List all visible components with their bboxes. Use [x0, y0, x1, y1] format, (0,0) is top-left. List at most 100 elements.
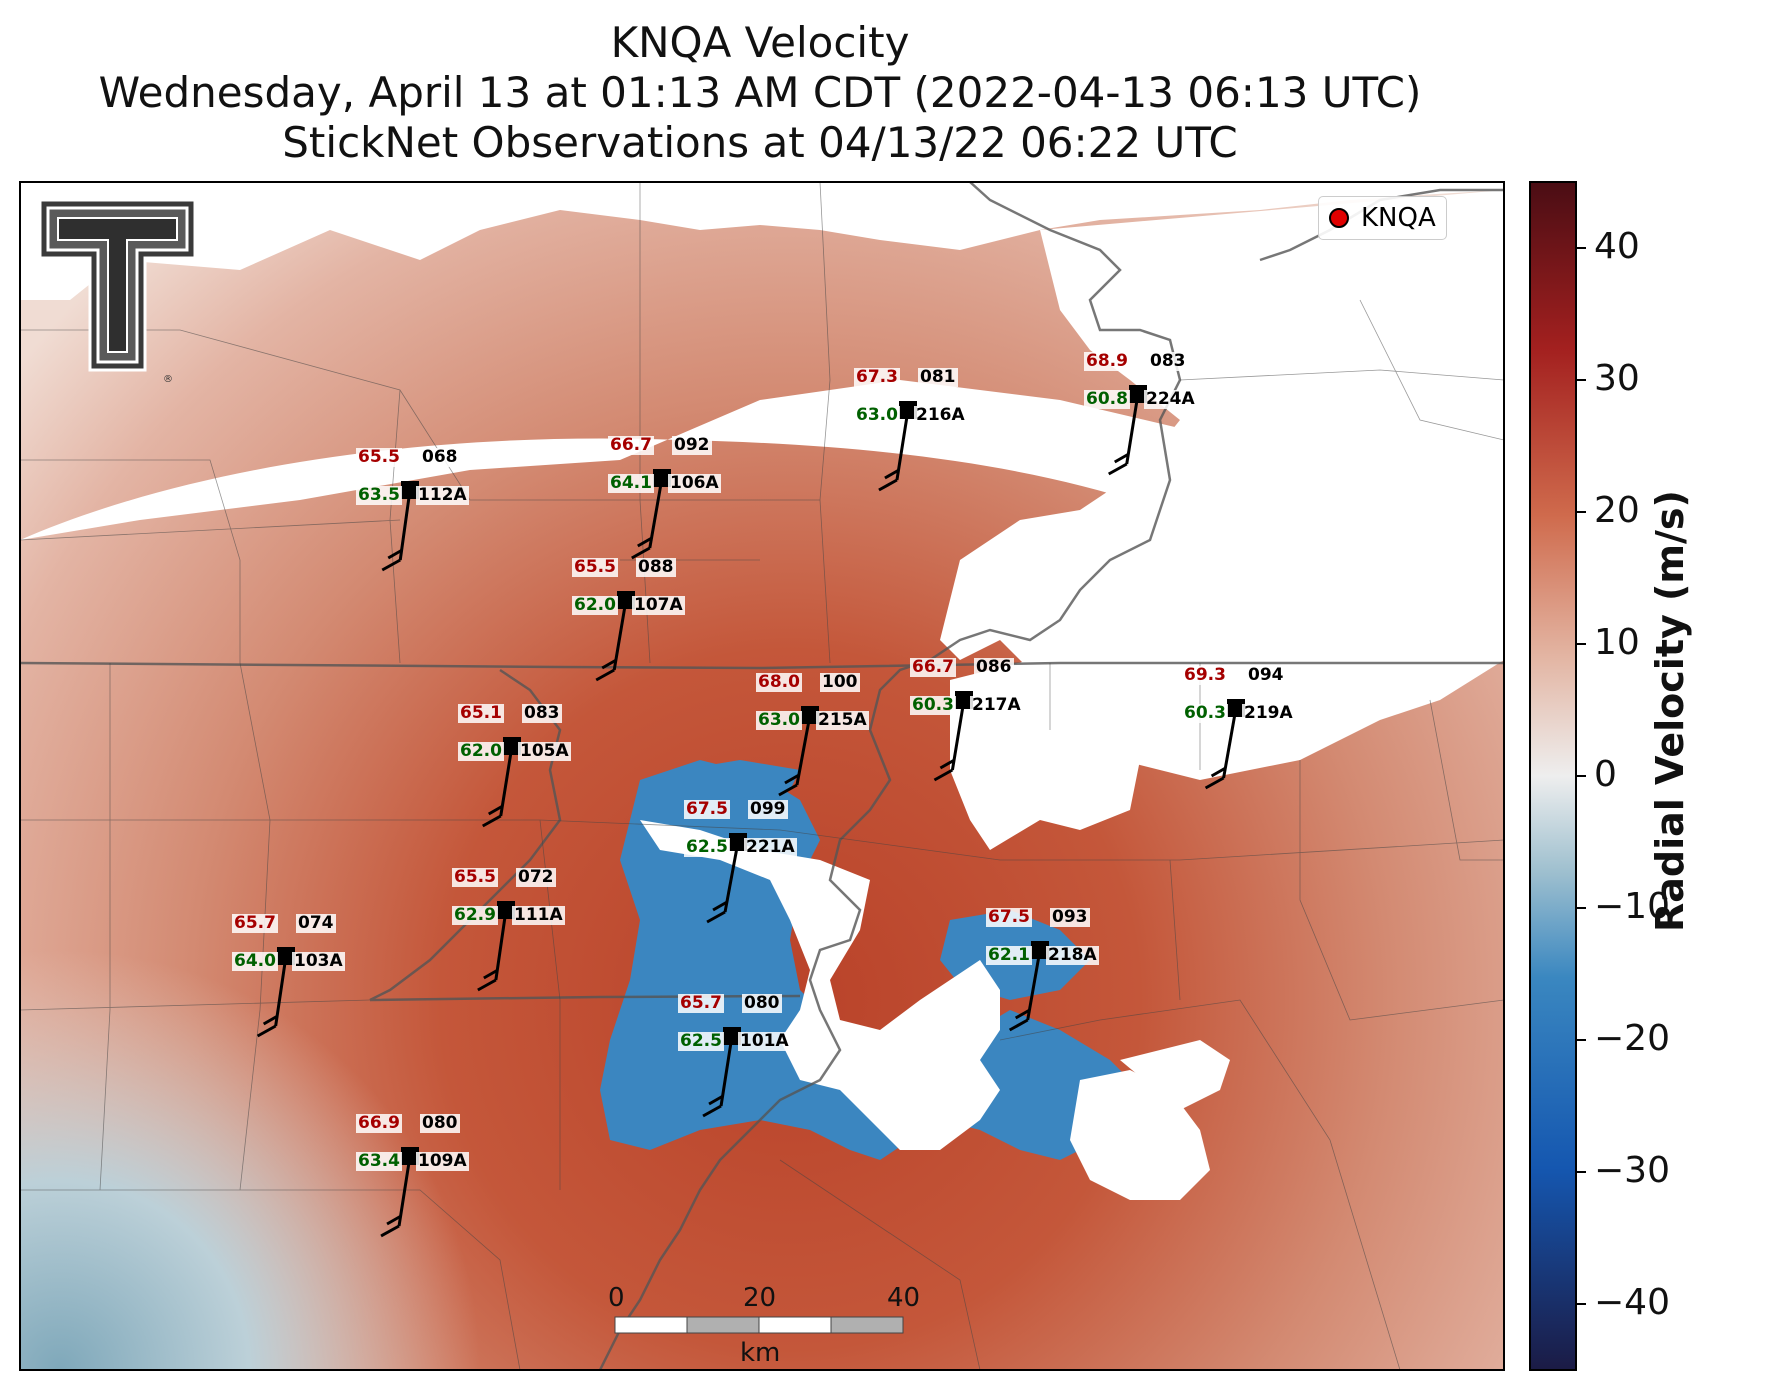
station-id: 103A — [292, 951, 345, 971]
wind-barb-219A — [1204, 707, 1238, 790]
station-marker-107A[interactable] — [617, 591, 635, 609]
colorbar-tick-label: 10 — [1594, 622, 1640, 663]
station-temperature: 65.5 — [356, 447, 402, 467]
colorbar-tick-label: −30 — [1594, 1150, 1670, 1191]
station-id: 101A — [738, 1031, 791, 1051]
colorbar — [1529, 181, 1577, 1371]
station-dewpoint: 62.1 — [986, 945, 1032, 965]
station-wind-direction: 080 — [420, 1113, 460, 1133]
county-borders — [20, 182, 1504, 1370]
wind-barb-103A — [256, 955, 288, 1038]
scale-bar-segment-4 — [830, 1316, 904, 1334]
station-temperature: 68.9 — [1084, 351, 1130, 371]
station-id: 218A — [1046, 945, 1099, 965]
colorbar-tick-label: 0 — [1594, 754, 1617, 795]
station-wind-direction: 099 — [748, 799, 788, 819]
station-dewpoint: 60.8 — [1084, 389, 1130, 409]
station-temperature: 65.1 — [458, 703, 504, 723]
no-data-southeast-patch — [1120, 1040, 1230, 1110]
wind-barb-217A — [933, 699, 966, 782]
station-id: 111A — [512, 905, 565, 925]
station-temperature: 67.5 — [684, 799, 730, 819]
stickNet-station-layer — [256, 385, 1245, 1238]
station-dewpoint: 62.9 — [452, 905, 498, 925]
station-marker-216A[interactable] — [899, 401, 917, 419]
station-wind-direction: 081 — [918, 367, 958, 387]
wind-barb-112A — [381, 489, 412, 572]
station-marker-217A[interactable] — [955, 691, 973, 709]
station-id: 215A — [816, 710, 869, 730]
station-wind-direction: 092 — [672, 435, 712, 455]
legend-label: KNQA — [1361, 203, 1436, 233]
station-marker-101A[interactable] — [723, 1027, 741, 1045]
title-line-2: Wednesday, April 13 at 01:13 AM CDT (202… — [98, 68, 1422, 117]
station-wind-direction: 068 — [420, 447, 460, 467]
inbound-velocity-patch-2 — [680, 760, 800, 800]
scale-bar-tick-20: 20 — [743, 1283, 777, 1313]
colorbar-tick-label: 30 — [1594, 358, 1640, 399]
no-data-region-northeast — [940, 190, 1504, 780]
wind-barb-109A — [380, 1155, 412, 1238]
wind-barb-105A — [482, 745, 514, 828]
wind-barb-106A — [631, 477, 664, 560]
station-temperature: 66.7 — [910, 657, 956, 677]
station-wind-direction: 094 — [1246, 665, 1286, 685]
scale-bar-tick-0: 0 — [608, 1283, 625, 1313]
station-dewpoint: 60.3 — [910, 695, 956, 715]
station-wind-direction: 088 — [636, 557, 676, 577]
wind-barb-107A — [595, 599, 628, 682]
scale-bar-segment-2 — [686, 1316, 760, 1334]
colorbar-tick-label: 40 — [1594, 226, 1640, 267]
logo-registered-mark: ® — [163, 374, 173, 385]
station-dewpoint: 62.5 — [678, 1031, 724, 1051]
station-temperature: 69.3 — [1182, 665, 1228, 685]
station-marker-105A[interactable] — [503, 737, 521, 755]
colorbar-title: Radial Velocity (m/s) — [1648, 490, 1692, 932]
colorbar-tick-label: −20 — [1594, 1018, 1670, 1059]
scale-bar-unit: km — [740, 1338, 781, 1368]
station-dewpoint: 63.0 — [756, 710, 802, 730]
station-wind-direction: 072 — [516, 867, 556, 887]
title-line-3: StickNet Observations at 04/13/22 06:22 … — [282, 118, 1238, 167]
station-marker-224A[interactable] — [1129, 385, 1147, 403]
station-temperature: 66.7 — [608, 435, 654, 455]
station-id: 216A — [914, 405, 967, 425]
colorbar-tick-label: −10 — [1594, 886, 1670, 927]
station-temperature: 66.9 — [356, 1113, 402, 1133]
colorbar-tick-label: 20 — [1594, 490, 1640, 531]
wind-barb-221A — [706, 841, 740, 924]
station-dewpoint: 63.5 — [356, 485, 402, 505]
station-id: 109A — [416, 1151, 469, 1171]
station-wind-direction: 074 — [296, 913, 336, 933]
station-wind-direction: 093 — [1050, 907, 1090, 927]
station-temperature: 65.5 — [452, 867, 498, 887]
station-marker-112A[interactable] — [401, 481, 419, 499]
station-id: 219A — [1242, 703, 1295, 723]
station-wind-direction: 083 — [1148, 351, 1188, 371]
station-id: 217A — [970, 695, 1023, 715]
station-marker-221A[interactable] — [729, 833, 747, 851]
wind-barb-218A — [1008, 949, 1042, 1032]
station-dewpoint: 63.0 — [854, 405, 900, 425]
radar-legend: KNQA — [1318, 196, 1447, 240]
station-dewpoint: 63.4 — [356, 1151, 402, 1171]
colorbar-tick-marks — [1576, 247, 1586, 1305]
station-marker-111A[interactable] — [497, 901, 515, 919]
station-id: 106A — [668, 473, 721, 493]
scale-bar-tick-40: 40 — [887, 1283, 921, 1313]
station-marker-218A[interactable] — [1031, 941, 1049, 959]
station-wind-direction: 080 — [742, 993, 782, 1013]
station-marker-219A[interactable] — [1227, 699, 1245, 717]
radar-site-marker-icon — [1329, 208, 1349, 228]
station-marker-103A[interactable] — [277, 947, 295, 965]
station-dewpoint: 64.0 — [232, 951, 278, 971]
inbound-velocity-region — [20, 900, 580, 1370]
station-marker-215A[interactable] — [801, 706, 819, 724]
scale-bar-segment-1 — [614, 1316, 688, 1334]
station-marker-109A[interactable] — [401, 1147, 419, 1165]
station-temperature: 65.5 — [572, 557, 618, 577]
station-temperature: 67.5 — [986, 907, 1032, 927]
map-frame — [19, 181, 1505, 1371]
station-dewpoint: 64.1 — [608, 473, 654, 493]
station-marker-106A[interactable] — [653, 469, 671, 487]
